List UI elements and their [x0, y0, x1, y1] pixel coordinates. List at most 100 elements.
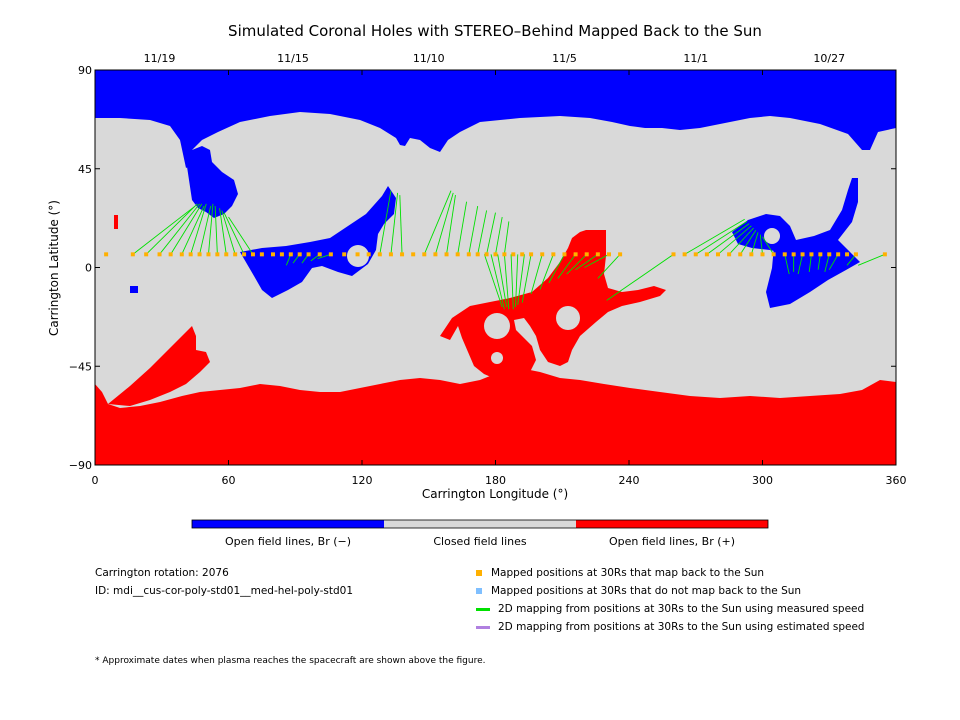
mapping-line	[858, 253, 886, 266]
legend-label: 2D mapping from positions at 30Rs to the…	[498, 603, 865, 615]
mapping-line	[390, 192, 399, 255]
green-line-icon	[476, 607, 490, 611]
mapping-line	[706, 223, 750, 255]
mapping-line	[548, 254, 565, 284]
mapped-position-point	[704, 252, 709, 257]
orange-square-icon	[476, 570, 482, 576]
mapped-position-point	[224, 252, 229, 257]
mapped-position-point	[716, 252, 720, 257]
x-tick-label: 240	[619, 474, 640, 487]
mapping-line	[379, 190, 392, 255]
mapping-line	[510, 254, 514, 310]
legend-label: Mapped positions at 30Rs that do not map…	[491, 585, 802, 597]
colorbar-closed	[384, 520, 576, 528]
legend-item-not-mapped: Mapped positions at 30Rs that do not map…	[476, 582, 865, 600]
mapped-position-point	[317, 252, 322, 257]
y-tick-label: 45	[78, 163, 92, 176]
mapped-position-point	[179, 252, 184, 257]
mapping-line	[317, 253, 331, 260]
mapped-position-point	[827, 252, 832, 257]
mapping-line	[477, 210, 488, 255]
negative-hole-small	[130, 286, 138, 293]
mapped-position-point	[771, 252, 776, 257]
mapped-position-point	[306, 252, 311, 257]
mapped-position-point	[529, 252, 534, 257]
colorbar-label-positive: Open field lines, Br (+)	[609, 535, 735, 548]
mapping-line	[739, 229, 757, 255]
mapped-position-point	[520, 252, 525, 257]
mapping-line	[423, 190, 452, 255]
mapped-position-point	[682, 252, 687, 257]
negative-hole-lon-45	[186, 146, 238, 218]
mapped-position-point	[853, 252, 858, 257]
legend-label: 2D mapping from positions at 30Rs to the…	[498, 621, 865, 633]
mapping-line	[145, 203, 198, 255]
mapped-position-point	[800, 252, 805, 257]
top-date-label: 11/15	[277, 52, 309, 65]
mapping-line	[228, 216, 254, 255]
y-axis: −90 −45 0 45 90	[69, 64, 896, 472]
mapping-line	[597, 254, 621, 279]
mapped-position-point	[671, 252, 676, 257]
top-date-axis: 11/19 11/15 11/10 11/5 11/1 10/27	[144, 52, 845, 65]
mapped-position-point	[168, 252, 173, 257]
mapped-position-point	[484, 252, 489, 257]
mapped-position-point	[104, 252, 109, 257]
mapped-position-point	[818, 252, 823, 257]
chart-title: Simulated Coronal Holes with STEREO–Behi…	[228, 22, 762, 40]
mapping-line	[750, 232, 759, 255]
x-axis: 0 60 120 180 240 300 360	[92, 70, 907, 487]
y-tick-label: −45	[69, 360, 92, 373]
mapping-line	[219, 208, 227, 255]
mapping-line	[824, 254, 830, 272]
mapped-position-point	[388, 252, 393, 257]
y-tick-label: −90	[69, 459, 92, 472]
mapped-position-point	[197, 252, 202, 257]
mapped-position-point	[342, 252, 347, 257]
mapped-position-point	[493, 252, 498, 257]
mapped-position-point	[422, 252, 427, 257]
mapped-position-point	[760, 252, 765, 257]
plot-area	[95, 70, 896, 465]
mapping-line	[797, 254, 803, 275]
mapping-line	[159, 203, 200, 255]
mapped-position-point	[475, 252, 480, 257]
mapped-position-point	[595, 252, 600, 257]
colorbar-positive	[576, 520, 768, 528]
mapping-line	[221, 210, 236, 255]
mapped-position-point	[279, 252, 284, 257]
negative-hole-lon-80-130	[240, 186, 396, 298]
mapped-position-point	[606, 252, 611, 257]
y-axis-label: Carrington Latitude (°)	[47, 200, 61, 336]
mapped-position-point	[882, 252, 887, 257]
mapped-position-point	[511, 252, 516, 257]
closed-island-b	[764, 228, 780, 244]
mapped-position-point	[400, 252, 405, 257]
mapped-position-point	[466, 252, 471, 257]
mapped-position-point	[271, 252, 275, 257]
mapping-line	[446, 195, 456, 255]
mapped-position-point	[584, 252, 589, 257]
negative-hole-lon-320	[766, 178, 860, 308]
mapped-position-point	[749, 252, 754, 257]
mapped-position-point	[791, 252, 796, 257]
mapped-position-point	[206, 252, 211, 257]
closed-island-d	[491, 352, 503, 364]
mapping-line	[181, 205, 205, 255]
positive-hole-lon-20-60	[108, 326, 210, 406]
colorbar-frame	[191, 519, 769, 529]
mapped-position-point	[845, 252, 850, 257]
colorbar-negative	[192, 520, 384, 528]
mapping-line	[223, 212, 245, 255]
mapped-position-point	[157, 252, 162, 257]
carrington-rotation: Carrington rotation: 2076	[95, 567, 229, 579]
mapping-line	[190, 203, 207, 255]
mapping-line	[521, 254, 532, 303]
x-tick-label: 0	[92, 474, 99, 487]
x-tick-label: 360	[886, 474, 907, 487]
mapping-line	[584, 253, 610, 268]
x-tick-label: 120	[352, 474, 373, 487]
mapping-line	[575, 253, 599, 271]
mapping-line	[759, 234, 763, 255]
